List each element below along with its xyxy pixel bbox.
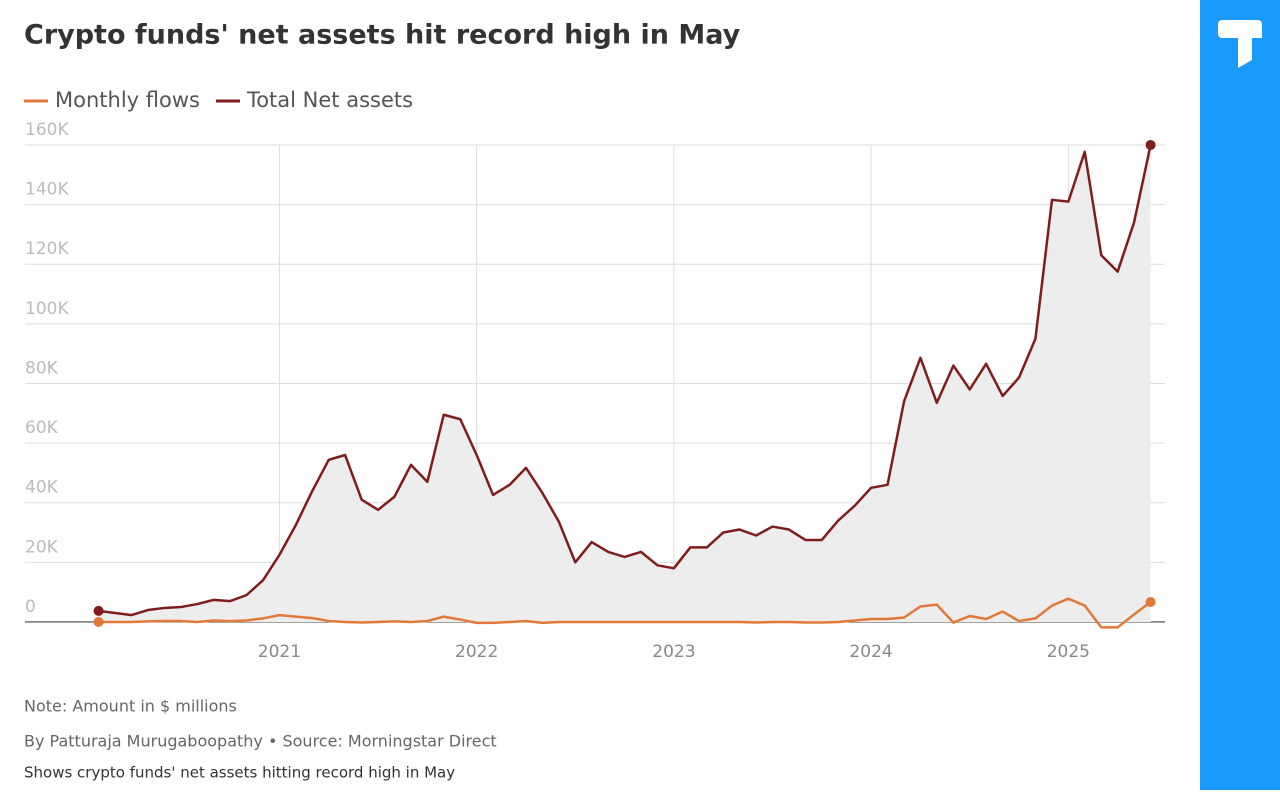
x-tick-label: 2023 (652, 642, 695, 662)
end-marker (93, 616, 104, 627)
y-tick-label: 160K (25, 120, 69, 140)
end-marker (1145, 139, 1156, 150)
area (98, 144, 1151, 622)
line (98, 144, 1152, 617)
end-marker (93, 605, 104, 616)
x-tick-label: 2021 (258, 642, 301, 662)
y-tick-label: 80K (25, 358, 59, 378)
x-tick-label: 2022 (455, 642, 498, 662)
byline: By Patturaja Murugaboopathy • Source: Mo… (24, 732, 497, 751)
chart-title: Crypto funds' net assets hit record high… (24, 20, 741, 51)
logo[interactable] (1218, 20, 1262, 68)
legend-label: Total Net assets (246, 88, 413, 112)
y-tick-label: 20K (25, 537, 59, 557)
x-tick-label: 2024 (849, 642, 892, 662)
y-tick-label: 0 (25, 597, 36, 617)
sidebar (1200, 0, 1280, 790)
y-tick-label: 100K (25, 299, 69, 319)
y-tick-label: 40K (25, 478, 59, 498)
end-marker (1145, 596, 1156, 607)
legend-label: Monthly flows (55, 88, 200, 112)
y-tick-label: 140K (25, 180, 69, 200)
line (98, 597, 1152, 629)
y-tick-label: 120K (25, 239, 69, 259)
y-tick-label: 60K (25, 418, 59, 438)
note: Note: Amount in $ millions (24, 697, 237, 716)
caption: Shows crypto funds' net assets hitting r… (24, 764, 455, 782)
legend: Monthly flows Total Net assets (24, 88, 413, 112)
x-tick-label: 2025 (1047, 642, 1090, 662)
